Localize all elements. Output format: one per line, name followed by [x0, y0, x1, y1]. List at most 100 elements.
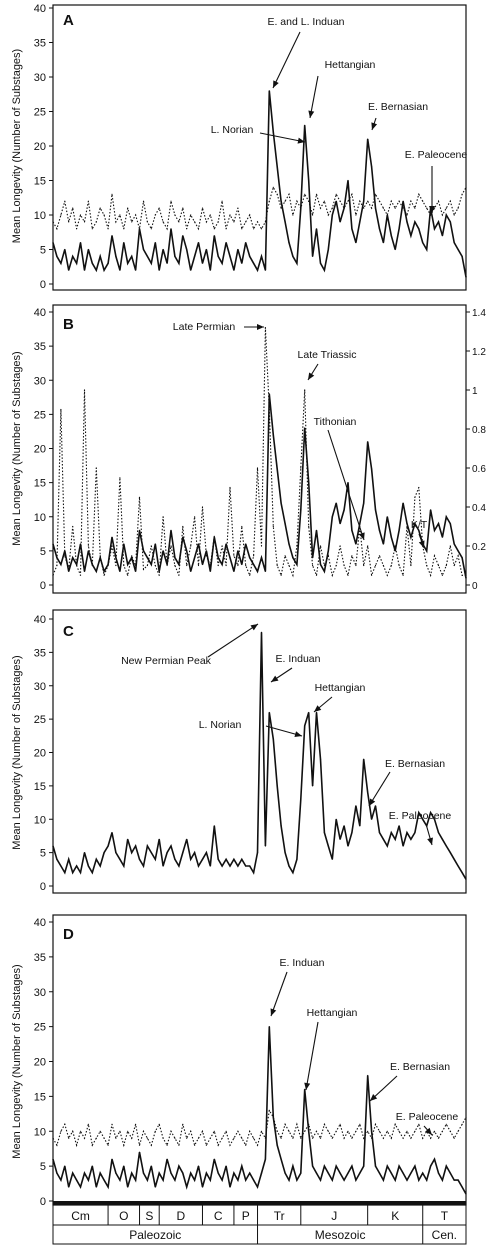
data-point	[245, 221, 247, 223]
data-point	[76, 1179, 78, 1181]
data-point	[201, 1130, 204, 1132]
data-point	[174, 564, 176, 567]
data-point	[418, 1123, 420, 1125]
data-point	[304, 193, 306, 195]
data-point	[162, 550, 164, 552]
timescale-baseline	[53, 1201, 466, 1205]
data-point	[363, 564, 365, 567]
data-point	[441, 1130, 443, 1132]
data-point	[64, 248, 66, 251]
data-point	[107, 564, 109, 567]
data-point	[127, 574, 129, 576]
series-line-solid	[52, 90, 467, 278]
data-point	[284, 523, 286, 525]
data-point	[205, 1144, 207, 1146]
data-point	[386, 574, 388, 576]
y-tick-label: 10	[34, 512, 46, 524]
data-point	[197, 242, 200, 244]
data-point	[68, 858, 70, 860]
data-point	[229, 1186, 231, 1188]
data-point	[327, 555, 329, 557]
data-point	[217, 1172, 219, 1174]
data-point	[351, 832, 353, 834]
data-point	[72, 872, 74, 874]
y-tick-label: 20	[34, 444, 46, 456]
data-point	[213, 535, 215, 537]
data-point	[335, 502, 337, 504]
data-point	[76, 563, 78, 566]
arrowhead	[271, 675, 279, 682]
data-point	[280, 207, 282, 209]
data-point	[410, 1137, 412, 1139]
data-point	[103, 214, 105, 216]
data-point	[315, 529, 318, 532]
data-point	[351, 1137, 353, 1139]
data-point	[280, 574, 282, 576]
data-point	[205, 555, 207, 557]
data-point	[359, 1123, 361, 1125]
data-point	[68, 221, 70, 223]
data-point	[131, 221, 133, 223]
data-point	[394, 545, 396, 547]
y-tick-label: 20	[34, 141, 46, 153]
data-point	[355, 214, 357, 216]
data-point	[367, 545, 369, 547]
data-point	[60, 214, 62, 216]
data-point	[280, 825, 282, 827]
data-point	[229, 557, 231, 559]
data-point	[371, 818, 373, 820]
data-point	[79, 1186, 82, 1188]
data-point	[331, 516, 333, 518]
data-point	[201, 207, 204, 209]
data-point	[241, 1137, 243, 1139]
data-point	[209, 269, 211, 271]
data-point	[154, 242, 156, 244]
data-point	[119, 1130, 121, 1132]
data-point	[237, 550, 239, 552]
data-point	[323, 1165, 325, 1167]
data-point	[374, 193, 377, 195]
data-point	[426, 248, 428, 251]
data-point	[296, 1179, 298, 1181]
data-point	[154, 858, 156, 860]
data-point	[319, 1137, 322, 1139]
data-point	[264, 1158, 266, 1160]
data-point	[225, 543, 227, 545]
data-point	[245, 1179, 247, 1181]
data-point	[371, 1137, 373, 1139]
data-point	[79, 1130, 82, 1132]
data-point	[150, 852, 152, 854]
arrowhead	[294, 731, 302, 738]
data-point	[119, 477, 121, 479]
data-point	[402, 207, 404, 209]
data-point	[119, 269, 121, 271]
arrowhead	[429, 206, 435, 213]
era-label: Paleozoic	[129, 1228, 181, 1242]
annotation-label: Hettangian	[325, 59, 376, 71]
data-point	[111, 1123, 113, 1125]
data-point	[209, 1137, 211, 1139]
data-point	[135, 845, 137, 847]
data-point	[166, 852, 168, 854]
data-point	[221, 200, 223, 202]
data-point	[225, 1165, 227, 1167]
data-point	[253, 228, 255, 230]
annotation-label: E. Induan	[280, 957, 325, 969]
arrowhead	[308, 110, 315, 118]
data-point	[83, 389, 86, 391]
data-point	[205, 1172, 207, 1174]
data-point	[308, 200, 310, 202]
data-point	[138, 496, 141, 498]
y-tick-label: 15	[34, 1091, 46, 1103]
data-point	[201, 1186, 204, 1188]
data-point	[158, 207, 160, 209]
data-point	[268, 711, 270, 714]
data-point	[146, 1137, 148, 1139]
data-point	[76, 1144, 78, 1146]
data-point	[445, 1123, 447, 1125]
data-point	[68, 568, 70, 571]
data-point	[154, 543, 156, 545]
data-point	[398, 825, 400, 827]
y-tick-label: 35	[34, 952, 46, 964]
y-tick-label: 25	[34, 409, 46, 421]
